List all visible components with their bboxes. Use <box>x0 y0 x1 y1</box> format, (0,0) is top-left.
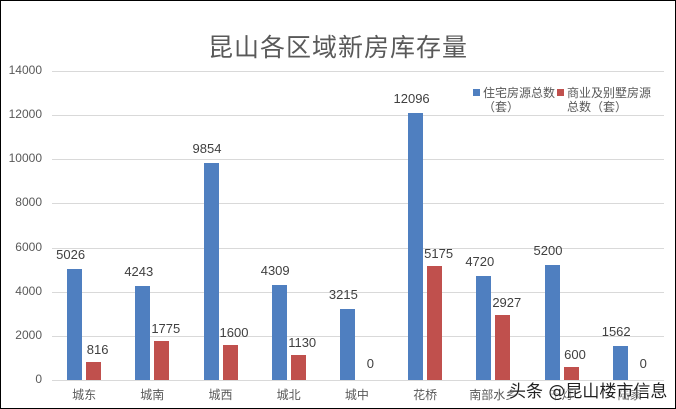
legend-item-commercial: 商业及别墅房源 总数（套） <box>557 86 657 114</box>
data-label: 9854 <box>192 140 222 156</box>
x-tick-label: 城西 <box>208 388 233 402</box>
data-label: 2927 <box>492 295 522 311</box>
legend-label: （套） <box>483 100 520 114</box>
watermark: 头条 @昆山楼市信息 <box>509 382 668 402</box>
data-label: 1562 <box>601 323 631 339</box>
data-label: 600 <box>564 346 586 362</box>
data-label: 4309 <box>260 262 290 278</box>
data-label: 5026 <box>56 247 86 263</box>
data-label: 3215 <box>328 287 358 303</box>
bar-residential <box>67 269 83 380</box>
gridline <box>52 380 664 381</box>
y-tick-label: 10000 <box>8 151 42 166</box>
gridline <box>52 115 664 117</box>
legend-label: 商业及别墅房源 <box>567 86 652 100</box>
bar-residential <box>271 284 287 380</box>
y-tick-label: 12000 <box>8 107 42 122</box>
data-label: 816 <box>86 341 109 357</box>
gridline <box>52 159 664 161</box>
x-tick-label: 城中 <box>344 388 369 402</box>
gridline <box>52 247 664 249</box>
bar-residential <box>544 265 560 380</box>
bar-residential <box>408 113 424 380</box>
data-label: 0 <box>639 356 647 371</box>
bar-residential <box>476 275 492 380</box>
data-label: 4243 <box>124 264 154 280</box>
gridline <box>52 71 664 72</box>
data-label: 5175 <box>424 245 454 261</box>
bar-commercial <box>290 355 306 380</box>
x-tick-label: 南部水乡 <box>469 388 518 402</box>
x-tick-label: 千灯 <box>549 388 574 402</box>
x-tick-label: 城南 <box>140 388 165 402</box>
gridline <box>52 291 664 293</box>
data-label: 1775 <box>151 320 181 336</box>
gridline <box>52 335 664 337</box>
bar-residential <box>612 345 628 380</box>
gridline <box>52 203 664 205</box>
legend-label: 总数（套） <box>567 100 628 114</box>
bar-commercial <box>427 265 443 380</box>
bar-commercial <box>495 315 511 380</box>
y-tick-label: 8000 <box>15 195 42 210</box>
data-label: 1600 <box>219 324 249 340</box>
legend-label: 住宅房源总数 <box>483 86 556 100</box>
x-tick-label: 陆家 <box>617 388 642 402</box>
data-label: 12096 <box>393 91 430 107</box>
data-label: 1130 <box>288 335 317 351</box>
bar-commercial <box>563 366 579 380</box>
legend-item-residential: 住宅房源总数 （套） <box>473 86 573 114</box>
y-tick-label: 0 <box>35 372 42 386</box>
legend-swatch-red <box>557 89 564 96</box>
bar-residential <box>203 162 219 380</box>
bar-commercial <box>222 344 238 380</box>
legend-swatch-blue <box>473 89 480 96</box>
data-label: 5200 <box>533 243 563 259</box>
bar-residential <box>339 309 355 380</box>
x-tick-label: 城北 <box>276 388 301 402</box>
x-tick-label: 城东 <box>72 388 97 402</box>
bar-commercial <box>154 340 170 380</box>
x-tick-label: 花桥 <box>413 388 438 402</box>
bar-commercial <box>86 361 102 380</box>
y-tick-label: 2000 <box>15 327 42 342</box>
chart-title: 昆山各区域新房库存量 <box>207 33 468 62</box>
y-tick-label: 14000 <box>8 63 42 77</box>
data-label: 0 <box>366 356 374 371</box>
y-tick-label: 4000 <box>15 283 42 298</box>
data-label: 4720 <box>465 253 495 269</box>
bar-residential <box>135 286 151 380</box>
y-tick-label: 6000 <box>15 239 42 254</box>
